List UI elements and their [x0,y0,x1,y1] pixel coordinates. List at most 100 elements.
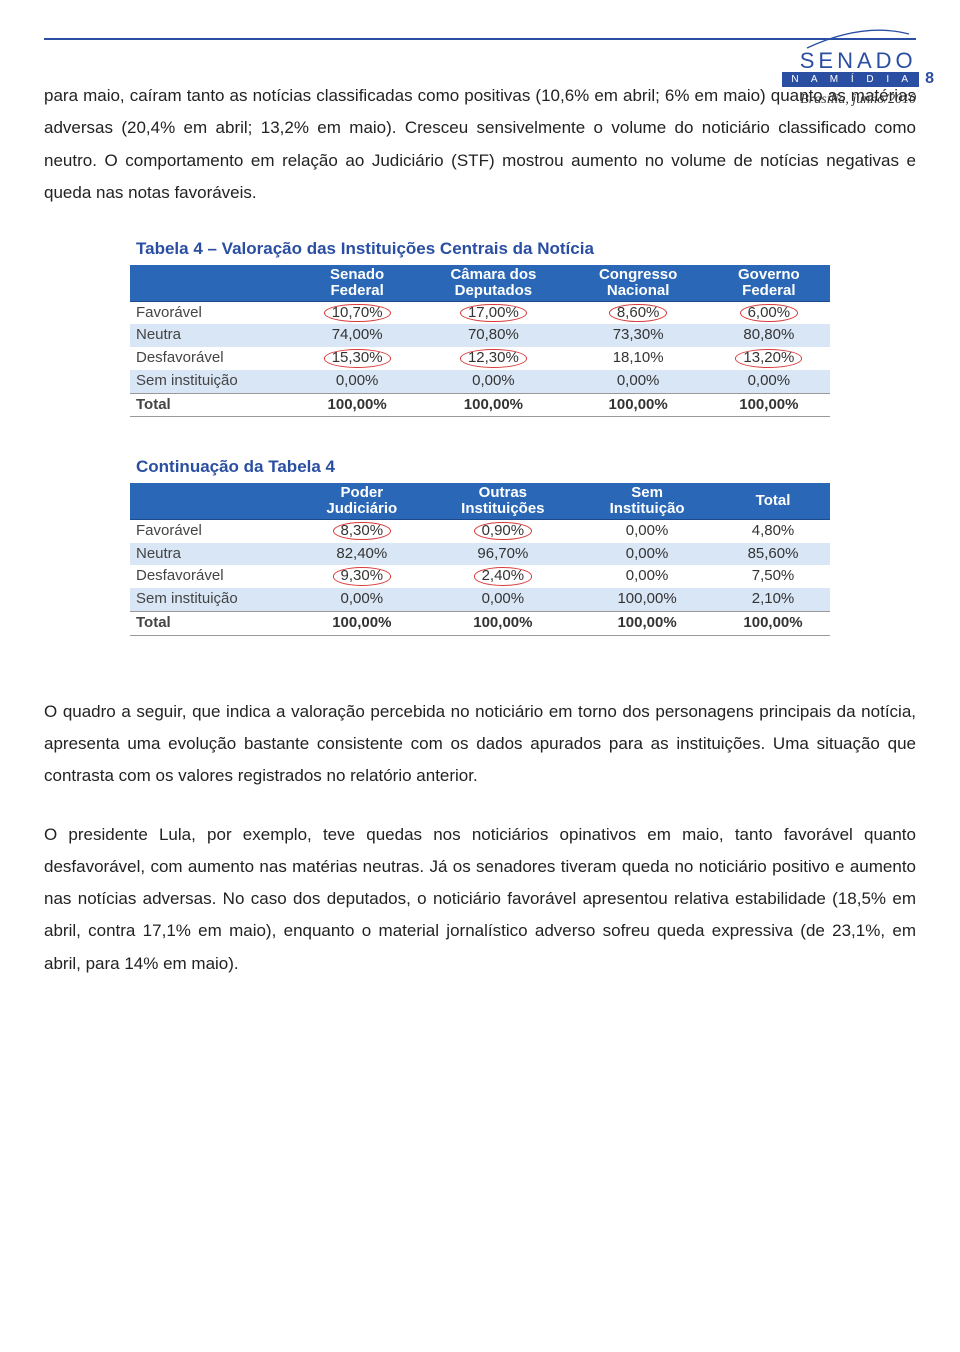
cell-value: 0,00% [428,588,579,611]
cell-value: 0,00% [578,519,716,542]
senado-logo: SENADO N A M Í D I A 8 Brasília, junho/2… [782,46,934,108]
cell-value: 70,80% [418,324,568,347]
cell-value: 7,50% [716,565,830,588]
cell-value: 0,00% [418,370,568,393]
cell-value: 0,00% [708,370,830,393]
cell-value: 8,60% [569,301,708,324]
table4b: PoderJudiciárioOutrasInstituiçõesSemInst… [130,483,830,635]
row-label: Desfavorável [130,347,296,370]
table-row: Neutra74,00%70,80%73,30%80,80% [130,324,830,347]
page: SENADO N A M Í D I A 8 Brasília, junho/2… [0,38,960,1352]
row-label: Sem instituição [130,370,296,393]
column-header: PoderJudiciário [296,483,428,519]
column-header: CongressoNacional [569,265,708,301]
cell-value: 100,00% [578,611,716,635]
cell-value: 96,70% [428,543,579,566]
row-label: Sem instituição [130,588,296,611]
total-row: Total100,00%100,00%100,00%100,00% [130,393,830,417]
circled-value: 10,70% [324,304,391,323]
swoosh-icon [803,28,913,50]
cell-value: 80,80% [708,324,830,347]
row-label: Favorável [130,301,296,324]
header-right: SENADO N A M Í D I A 8 Brasília, junho/2… [782,46,934,108]
row-label: Favorável [130,519,296,542]
cell-value: 13,20% [708,347,830,370]
circled-value: 6,00% [740,304,799,323]
circled-value: 12,30% [460,349,527,368]
column-header: Câmara dosDeputados [418,265,568,301]
body-text-2: O quadro a seguir, que indica a valoraçã… [44,696,916,980]
cell-value: 100,00% [716,611,830,635]
circled-value: 2,40% [474,567,533,586]
cell-value: 100,00% [428,611,579,635]
cell-value: 12,30% [418,347,568,370]
page-number: 8 [925,70,934,88]
row-label: Neutra [130,324,296,347]
column-header: SemInstituição [578,483,716,519]
table4: SenadoFederalCâmara dosDeputadosCongress… [130,265,830,417]
table-row: Desfavorável 9,30% 2,40% 0,00%7,50% [130,565,830,588]
cell-value: 9,30% [296,565,428,588]
row-label: Total [130,393,296,417]
cell-value: 100,00% [418,393,568,417]
table-row: Favorável 10,70% 17,00% 8,60% 6,00% [130,301,830,324]
cell-value: 0,00% [296,370,418,393]
cell-value: 15,30% [296,347,418,370]
na-midia-label: N A M Í D I A [782,72,919,87]
circled-value: 15,30% [324,349,391,368]
cell-value: 82,40% [296,543,428,566]
cell-value: 0,00% [569,370,708,393]
logo-text: SENADO [800,50,917,72]
circled-value: 9,30% [333,567,392,586]
circled-value: 8,60% [609,304,668,323]
cell-value: 2,40% [428,565,579,588]
cell-value: 0,00% [578,543,716,566]
cell-value: 4,80% [716,519,830,542]
circled-value: 0,90% [474,522,533,541]
column-header: OutrasInstituições [428,483,579,519]
cell-value: 0,00% [578,565,716,588]
row-label: Desfavorável [130,565,296,588]
cell-value: 73,30% [569,324,708,347]
cell-value: 100,00% [708,393,830,417]
row-label: Neutra [130,543,296,566]
paragraph-2: O quadro a seguir, que indica a valoraçã… [44,696,916,793]
table4-title: Tabela 4 – Valoração das Instituições Ce… [136,239,830,259]
cell-value: 10,70% [296,301,418,324]
column-header: GovernoFederal [708,265,830,301]
column-header [130,483,296,519]
table-row: Desfavorável 15,30% 12,30% 18,10% 13,20% [130,347,830,370]
table4-block: Tabela 4 – Valoração das Instituições Ce… [130,239,830,417]
na-midia-band: N A M Í D I A 8 [782,70,934,88]
column-header: SenadoFederal [296,265,418,301]
table-row: Sem instituição0,00%0,00%100,00%2,10% [130,588,830,611]
cell-value: 100,00% [296,611,428,635]
column-header: Total [716,483,830,519]
cell-value: 85,60% [716,543,830,566]
cell-value: 18,10% [569,347,708,370]
total-row: Total100,00%100,00%100,00%100,00% [130,611,830,635]
cell-value: 100,00% [578,588,716,611]
circled-value: 8,30% [333,522,392,541]
table4b-title: Continuação da Tabela 4 [136,457,830,477]
cell-value: 2,10% [716,588,830,611]
top-rule [44,38,916,40]
cell-value: 6,00% [708,301,830,324]
cell-value: 74,00% [296,324,418,347]
table-row: Sem instituição0,00%0,00%0,00%0,00% [130,370,830,393]
table-row: Neutra82,40%96,70%0,00%85,60% [130,543,830,566]
row-label: Total [130,611,296,635]
table-row: Favorável 8,30% 0,90% 0,00%4,80% [130,519,830,542]
column-header [130,265,296,301]
cell-value: 8,30% [296,519,428,542]
cell-value: 100,00% [296,393,418,417]
cell-value: 100,00% [569,393,708,417]
cell-value: 0,00% [296,588,428,611]
paragraph-3: O presidente Lula, por exemplo, teve que… [44,819,916,980]
cell-value: 0,90% [428,519,579,542]
dateline: Brasília, junho/2010 [800,92,916,108]
circled-value: 17,00% [460,304,527,323]
cell-value: 17,00% [418,301,568,324]
table4b-block: Continuação da Tabela 4 PoderJudiciárioO… [130,457,830,635]
circled-value: 13,20% [735,349,802,368]
